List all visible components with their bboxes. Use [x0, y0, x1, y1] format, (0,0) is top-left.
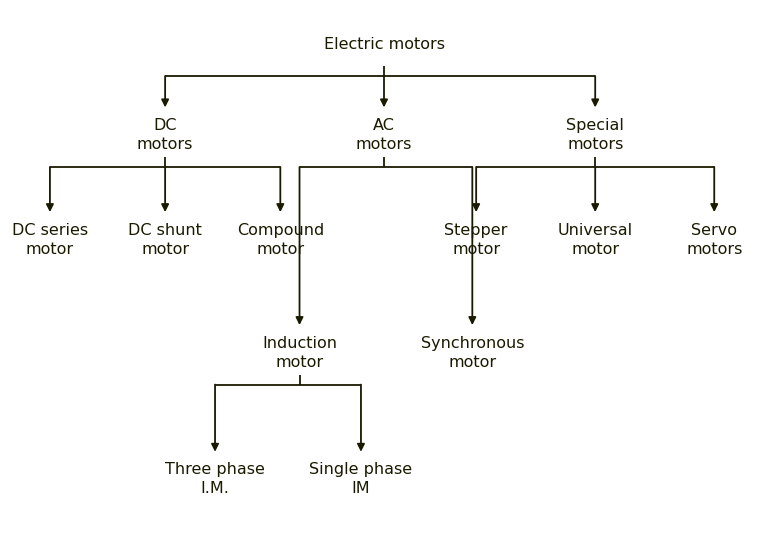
Text: Induction
motor: Induction motor	[262, 336, 337, 370]
Text: Servo
motors: Servo motors	[686, 223, 743, 257]
Text: Universal
motor: Universal motor	[558, 223, 633, 257]
Text: Stepper
motor: Stepper motor	[445, 223, 508, 257]
Text: Three phase
I.M.: Three phase I.M.	[165, 462, 265, 496]
Text: DC shunt
motor: DC shunt motor	[128, 223, 202, 257]
Text: Single phase
IM: Single phase IM	[310, 462, 412, 496]
Text: Electric motors: Electric motors	[323, 36, 445, 52]
Text: AC
motors: AC motors	[356, 118, 412, 152]
Text: Synchronous
motor: Synchronous motor	[421, 336, 524, 370]
Text: Compound
motor: Compound motor	[237, 223, 324, 257]
Text: DC
motors: DC motors	[137, 118, 194, 152]
Text: DC series
motor: DC series motor	[12, 223, 88, 257]
Text: Special
motors: Special motors	[566, 118, 624, 152]
